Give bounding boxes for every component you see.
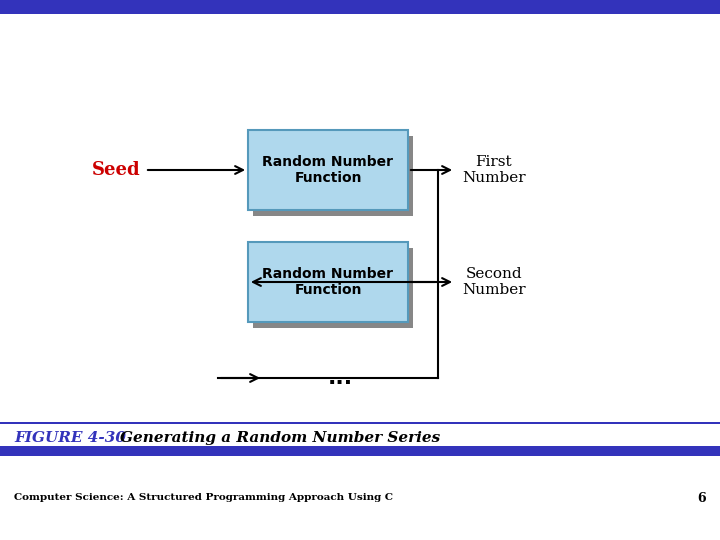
Text: Random Number
Function: Random Number Function	[263, 155, 394, 185]
Bar	[253, 136, 413, 216]
Text: First
Number: First Number	[462, 155, 526, 185]
Text: ...: ...	[328, 368, 353, 388]
Bar	[248, 130, 408, 210]
Text: Second
Number: Second Number	[462, 267, 526, 297]
Bar	[253, 248, 413, 328]
Text: FIGURE 4-30: FIGURE 4-30	[14, 431, 126, 445]
Bar	[0, 446, 720, 456]
Text: Computer Science: A Structured Programming Approach Using C: Computer Science: A Structured Programmi…	[14, 494, 393, 503]
Text: Generating a Random Number Series: Generating a Random Number Series	[120, 431, 440, 445]
Text: 6: 6	[698, 491, 706, 504]
Bar	[0, 0, 720, 14]
Text: Seed: Seed	[91, 161, 140, 179]
Bar	[248, 242, 408, 322]
Bar	[0, 422, 720, 424]
Text: Random Number
Function: Random Number Function	[263, 267, 394, 297]
